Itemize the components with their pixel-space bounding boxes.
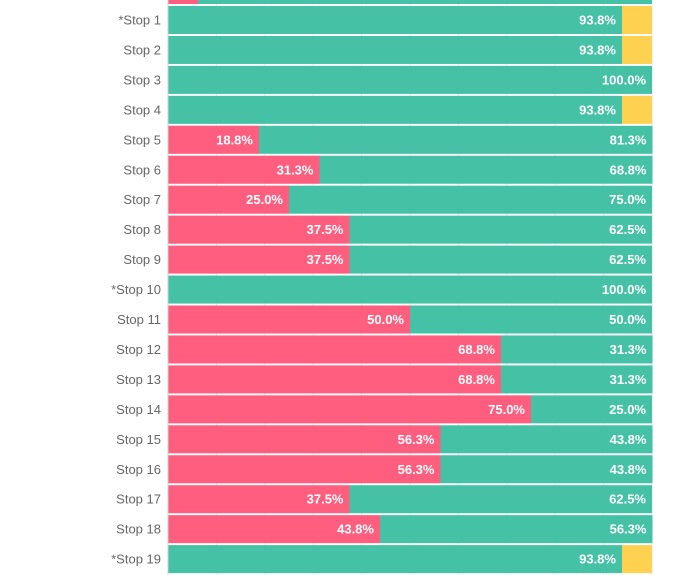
bar-segment bbox=[168, 425, 441, 454]
data-label: 100.0% bbox=[602, 282, 647, 297]
data-label: 81.3% bbox=[610, 132, 647, 147]
data-label: 18.8% bbox=[216, 132, 253, 147]
bar-segment bbox=[500, 335, 653, 364]
bar-segment bbox=[168, 545, 622, 574]
category-label: *Stop 19 bbox=[111, 552, 161, 567]
bar-segment bbox=[168, 65, 652, 94]
data-label: 93.8% bbox=[579, 102, 616, 117]
bar-segment bbox=[168, 6, 622, 34]
data-label: 62.5% bbox=[609, 222, 646, 237]
data-label: 93.8% bbox=[579, 13, 616, 28]
bar-segment bbox=[168, 335, 501, 364]
bar-segment bbox=[168, 155, 320, 184]
category-label: *Stop 1 bbox=[118, 13, 161, 28]
category-label: Stop 2 bbox=[123, 42, 161, 57]
category-label: Stop 4 bbox=[123, 102, 161, 117]
bar-segment bbox=[168, 275, 652, 304]
data-label: 68.8% bbox=[458, 342, 495, 357]
bar-segment bbox=[349, 215, 652, 244]
bar-segment bbox=[621, 95, 652, 124]
data-label: 37.5% bbox=[307, 252, 344, 267]
data-label: 25.0% bbox=[246, 192, 283, 207]
category-label: Stop 14 bbox=[116, 402, 161, 417]
data-label: 31.3% bbox=[277, 162, 314, 177]
bar-segment bbox=[168, 245, 350, 274]
category-label: Stop 7 bbox=[123, 192, 161, 207]
data-label: 37.5% bbox=[307, 492, 344, 507]
bar-segment bbox=[319, 155, 653, 184]
data-label: 75.0% bbox=[488, 402, 525, 417]
bar-segment bbox=[168, 125, 259, 154]
bar-segment bbox=[379, 515, 653, 544]
bar-segment bbox=[168, 215, 350, 244]
data-label: 56.3% bbox=[398, 462, 435, 477]
data-label: 50.0% bbox=[367, 312, 404, 327]
category-label: Stop 17 bbox=[116, 492, 161, 507]
data-label: 100.0% bbox=[602, 72, 647, 87]
data-label: 93.8% bbox=[579, 552, 616, 567]
data-label: 68.8% bbox=[610, 162, 647, 177]
category-label: Stop 5 bbox=[123, 132, 161, 147]
data-label: 75.0% bbox=[609, 192, 646, 207]
data-label: 31.3% bbox=[610, 372, 647, 387]
category-label: Stop 15 bbox=[116, 432, 161, 447]
bar-segment bbox=[440, 425, 653, 454]
bar-segment bbox=[349, 245, 652, 274]
data-label: 25.0% bbox=[609, 402, 646, 417]
data-label: 37.5% bbox=[307, 222, 344, 237]
bar-segment bbox=[168, 485, 350, 514]
data-label: 56.3% bbox=[610, 522, 647, 537]
bar-segment-partial bbox=[168, 0, 199, 4]
bar-segment bbox=[500, 365, 653, 394]
data-label: 62.5% bbox=[609, 252, 646, 267]
data-label: 68.8% bbox=[458, 372, 495, 387]
bar-segment bbox=[168, 395, 531, 424]
bar-segment bbox=[258, 125, 653, 154]
bar-segment bbox=[621, 545, 652, 574]
category-label: Stop 12 bbox=[116, 342, 161, 357]
bar-segment bbox=[168, 35, 622, 64]
data-label: 31.3% bbox=[610, 342, 647, 357]
category-label: Stop 8 bbox=[123, 222, 161, 237]
bar-segment bbox=[168, 305, 410, 334]
bar-segment bbox=[168, 515, 380, 544]
data-label: 43.8% bbox=[337, 522, 374, 537]
bar-segment bbox=[168, 95, 622, 124]
data-label: 50.0% bbox=[609, 312, 646, 327]
category-label: Stop 13 bbox=[116, 372, 161, 387]
data-label: 93.8% bbox=[579, 42, 616, 57]
category-label: Stop 9 bbox=[123, 252, 161, 267]
bar-segment bbox=[349, 485, 652, 514]
bar-segment bbox=[168, 185, 289, 214]
category-label: Stop 6 bbox=[123, 162, 161, 177]
bar-segment bbox=[168, 455, 441, 484]
data-label: 43.8% bbox=[610, 462, 647, 477]
bar-segment bbox=[621, 6, 652, 34]
bar-segment bbox=[289, 185, 652, 214]
category-label: Stop 11 bbox=[117, 312, 161, 327]
bar-segment bbox=[168, 365, 501, 394]
category-label: Stop 3 bbox=[123, 72, 161, 87]
data-label: 43.8% bbox=[610, 432, 647, 447]
bar-segment bbox=[440, 455, 653, 484]
data-label: 56.3% bbox=[398, 432, 435, 447]
category-label: *Stop 10 bbox=[111, 282, 161, 297]
bar-segment bbox=[621, 35, 652, 64]
bar-segment bbox=[531, 395, 652, 424]
data-label: 62.5% bbox=[609, 492, 646, 507]
category-label: Stop 16 bbox=[116, 462, 161, 477]
bar-segment bbox=[410, 305, 652, 334]
bar-segment-partial bbox=[198, 0, 652, 4]
category-label: Stop 18 bbox=[116, 522, 161, 537]
